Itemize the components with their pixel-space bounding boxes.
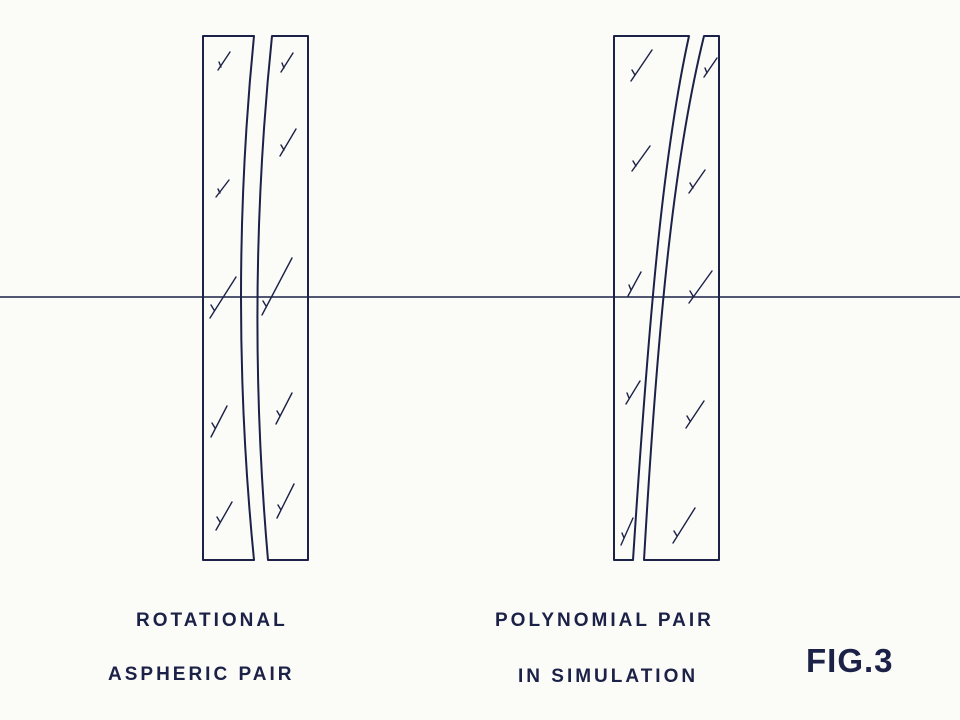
- figure-label: FIG.3: [806, 642, 894, 679]
- rotational-aspheric-pair: [202, 35, 309, 561]
- left-pair-caption-line2: ASPHERIC PAIR: [108, 664, 295, 685]
- polynomial-pair: [613, 35, 720, 561]
- left-pair-front-element: [202, 35, 255, 561]
- left-pair-caption-line1: ROTATIONAL: [136, 610, 288, 631]
- glass-hatch-marks: [209, 49, 718, 546]
- right-pair-rear-element: [643, 35, 720, 561]
- right-pair-caption-line2: IN SIMULATION: [518, 666, 699, 687]
- right-pair-caption-line1: POLYNOMIAL PAIR: [495, 610, 714, 631]
- right-pair-front-element: [613, 35, 690, 561]
- left-pair-rear-element: [256, 35, 309, 561]
